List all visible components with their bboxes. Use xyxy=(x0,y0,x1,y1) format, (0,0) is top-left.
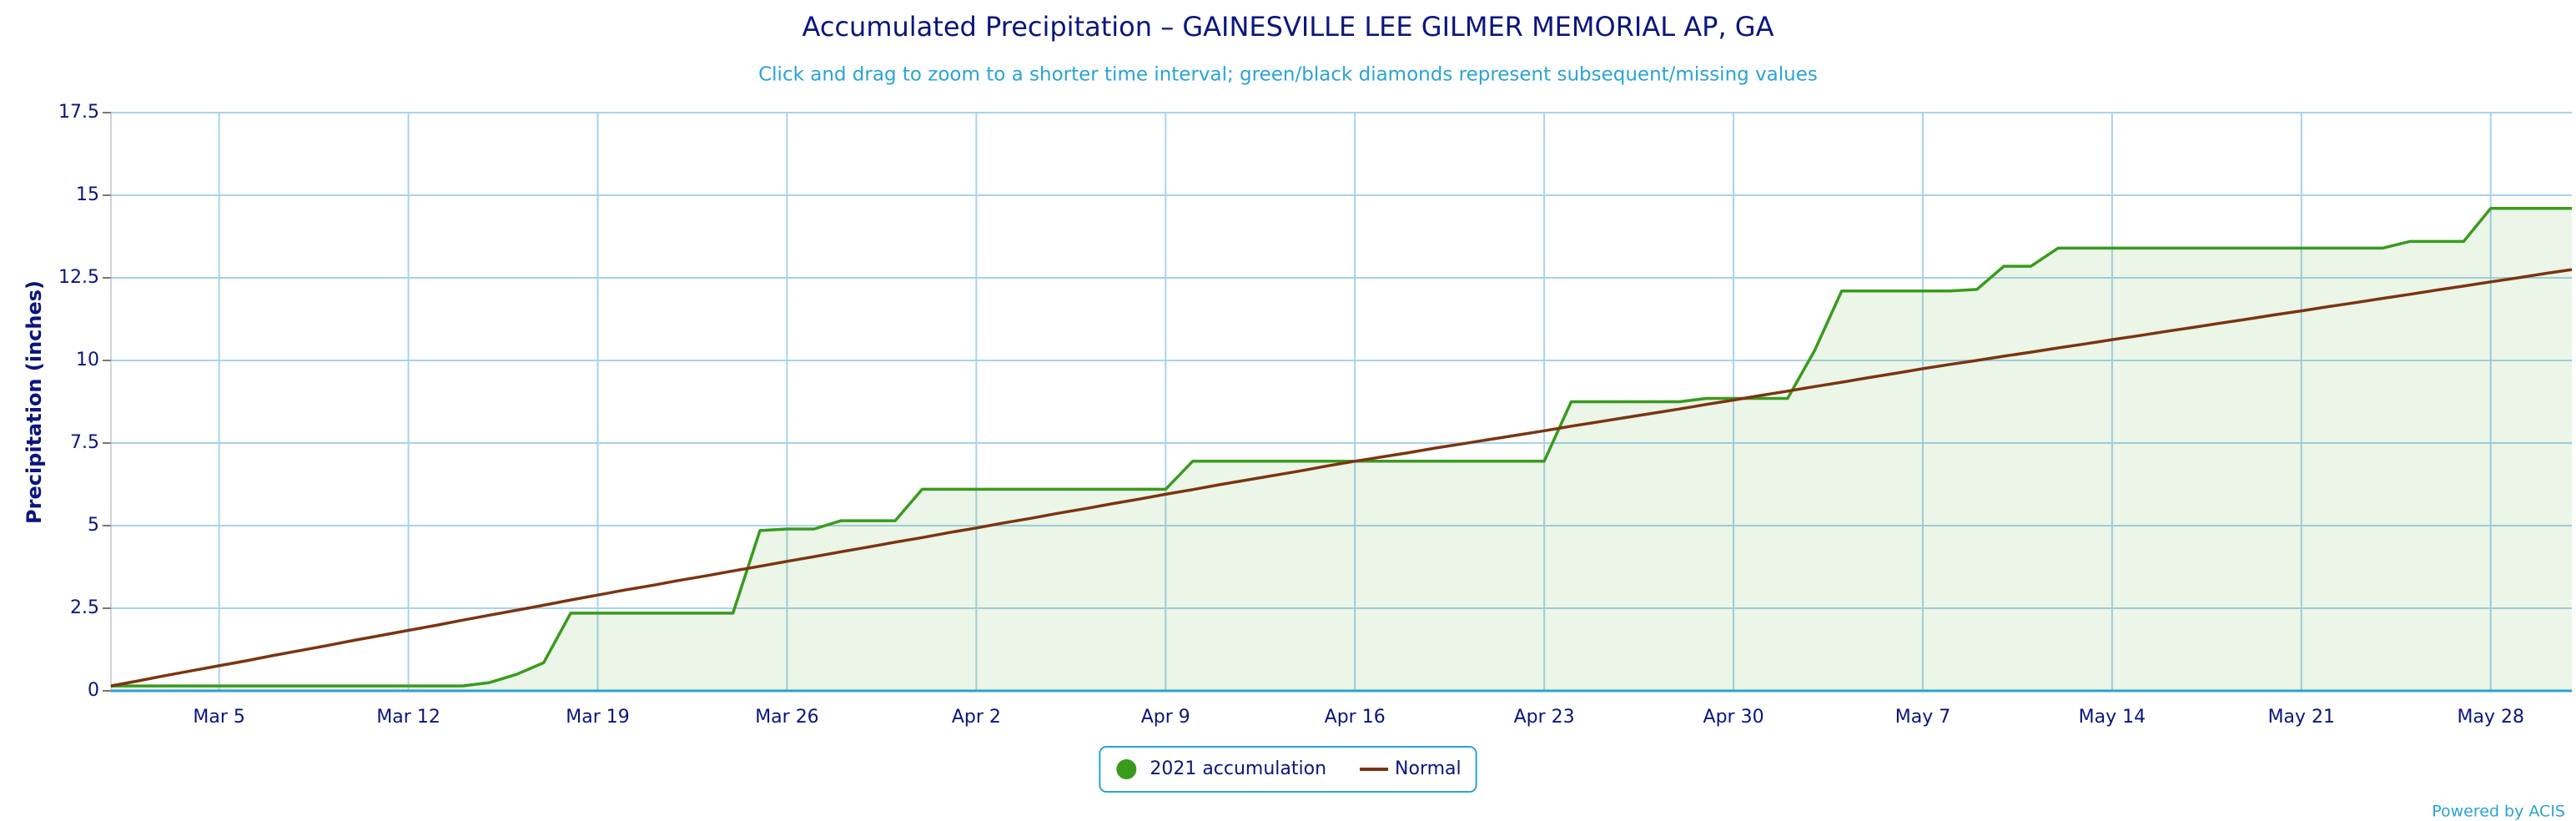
x-tick-label: Apr 2 xyxy=(952,707,1001,728)
area xyxy=(111,208,2572,692)
line xyxy=(110,268,2573,688)
x-tick-label: Apr 16 xyxy=(1325,707,1386,728)
legend: 2021 accumulation Normal xyxy=(1099,746,1477,793)
x-tick-label: Mar 19 xyxy=(566,707,630,728)
x-tick-label: May 28 xyxy=(2458,707,2524,728)
y-tick-label: 7.5 xyxy=(70,432,99,453)
y-tick-label: 12.5 xyxy=(58,267,99,288)
y-tick-label: 0 xyxy=(88,680,99,701)
legend-box xyxy=(1099,746,1477,793)
y-axis-label: Precipitation (inches) xyxy=(23,280,46,524)
x-tick-label: May 7 xyxy=(1895,707,1950,728)
y-tick-label: 17.5 xyxy=(58,102,99,123)
chart-subtitle: Click and drag to zoom to a shorter time… xyxy=(758,64,1818,86)
x-tick-label: Mar 26 xyxy=(755,707,819,728)
x-tick-label: Apr 30 xyxy=(1703,707,1764,728)
legend-label: Normal xyxy=(1395,758,1462,779)
x-tick-label: Mar 12 xyxy=(376,707,440,728)
y-tick-label: 15 xyxy=(76,184,99,205)
x-tick-label: Apr 9 xyxy=(1141,707,1190,728)
legend-label: 2021 accumulation xyxy=(1150,758,1326,779)
y-tick-label: 2.5 xyxy=(70,597,99,618)
x-tick-label: May 21 xyxy=(2268,707,2335,728)
x-tick-label: Apr 23 xyxy=(1514,707,1575,728)
x-tick-label: May 14 xyxy=(2079,707,2146,728)
x-tick-label: Mar 5 xyxy=(193,707,245,728)
legend-icon xyxy=(1116,759,1137,779)
credit: Powered by ACIS xyxy=(2432,803,2565,821)
y-tick-label: 10 xyxy=(76,350,99,370)
chart-title: Accumulated Precipitation – GAINESVILLE … xyxy=(802,11,1774,43)
y-tick-label: 5 xyxy=(88,515,99,536)
line xyxy=(111,207,2572,688)
